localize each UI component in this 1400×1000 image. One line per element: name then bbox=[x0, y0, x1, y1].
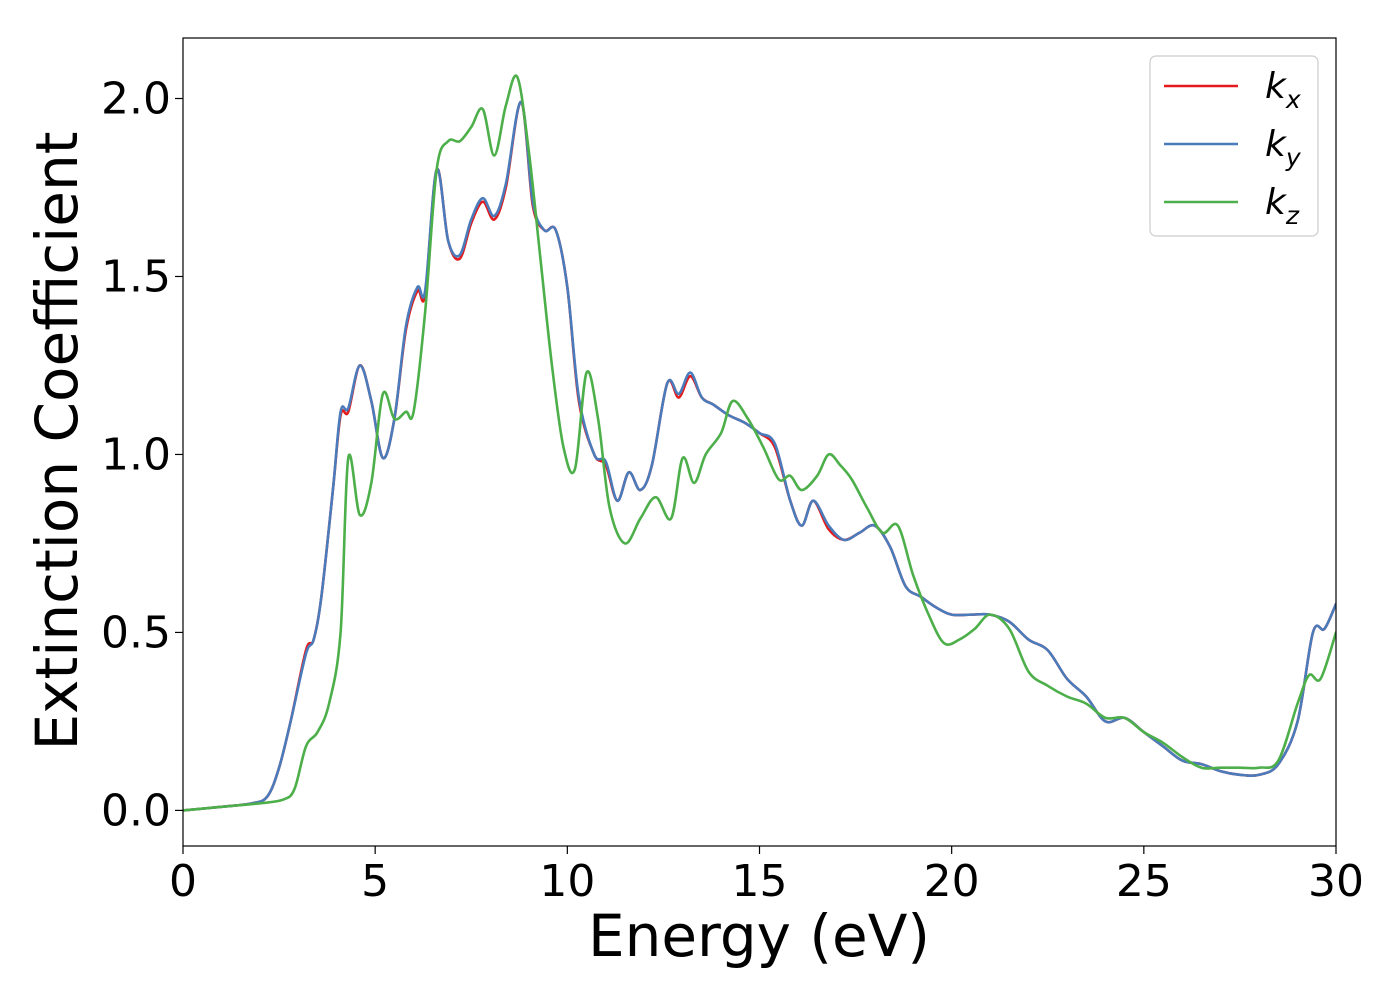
x-axis-label: Energy (eV) bbox=[588, 902, 930, 970]
y-tick-label: 0.0 bbox=[101, 785, 171, 836]
x-tick-label: 15 bbox=[732, 856, 788, 907]
legend: kx ky kz bbox=[1149, 55, 1319, 237]
legend-label-z: kz bbox=[1265, 182, 1300, 230]
y-tick-label: 2.0 bbox=[101, 74, 171, 125]
plot-frame bbox=[182, 37, 1337, 847]
y-axis-ticks: 0.0 0.5 1.0 1.5 2.0 bbox=[101, 74, 183, 836]
series-line-z bbox=[183, 74, 1336, 812]
x-tick-label: 0 bbox=[169, 856, 197, 907]
legend-label-y: ky bbox=[1265, 124, 1302, 172]
x-tick-label: 10 bbox=[539, 856, 595, 907]
y-axis-label: Extinction Coefficient bbox=[23, 132, 91, 751]
x-tick-label: 25 bbox=[1116, 856, 1172, 907]
series-lines bbox=[183, 74, 1336, 812]
x-tick-label: 5 bbox=[361, 856, 389, 907]
x-tick-label: 20 bbox=[924, 856, 980, 907]
x-axis-ticks: 0 5 10 15 20 25 30 bbox=[169, 846, 1364, 907]
y-tick-label: 1.0 bbox=[101, 429, 171, 480]
legend-box bbox=[1149, 55, 1319, 237]
x-tick-label: 30 bbox=[1308, 856, 1364, 907]
y-tick-label: 0.5 bbox=[101, 607, 171, 658]
y-tick-label: 1.5 bbox=[101, 251, 171, 302]
legend-label-x: kx bbox=[1265, 66, 1301, 114]
